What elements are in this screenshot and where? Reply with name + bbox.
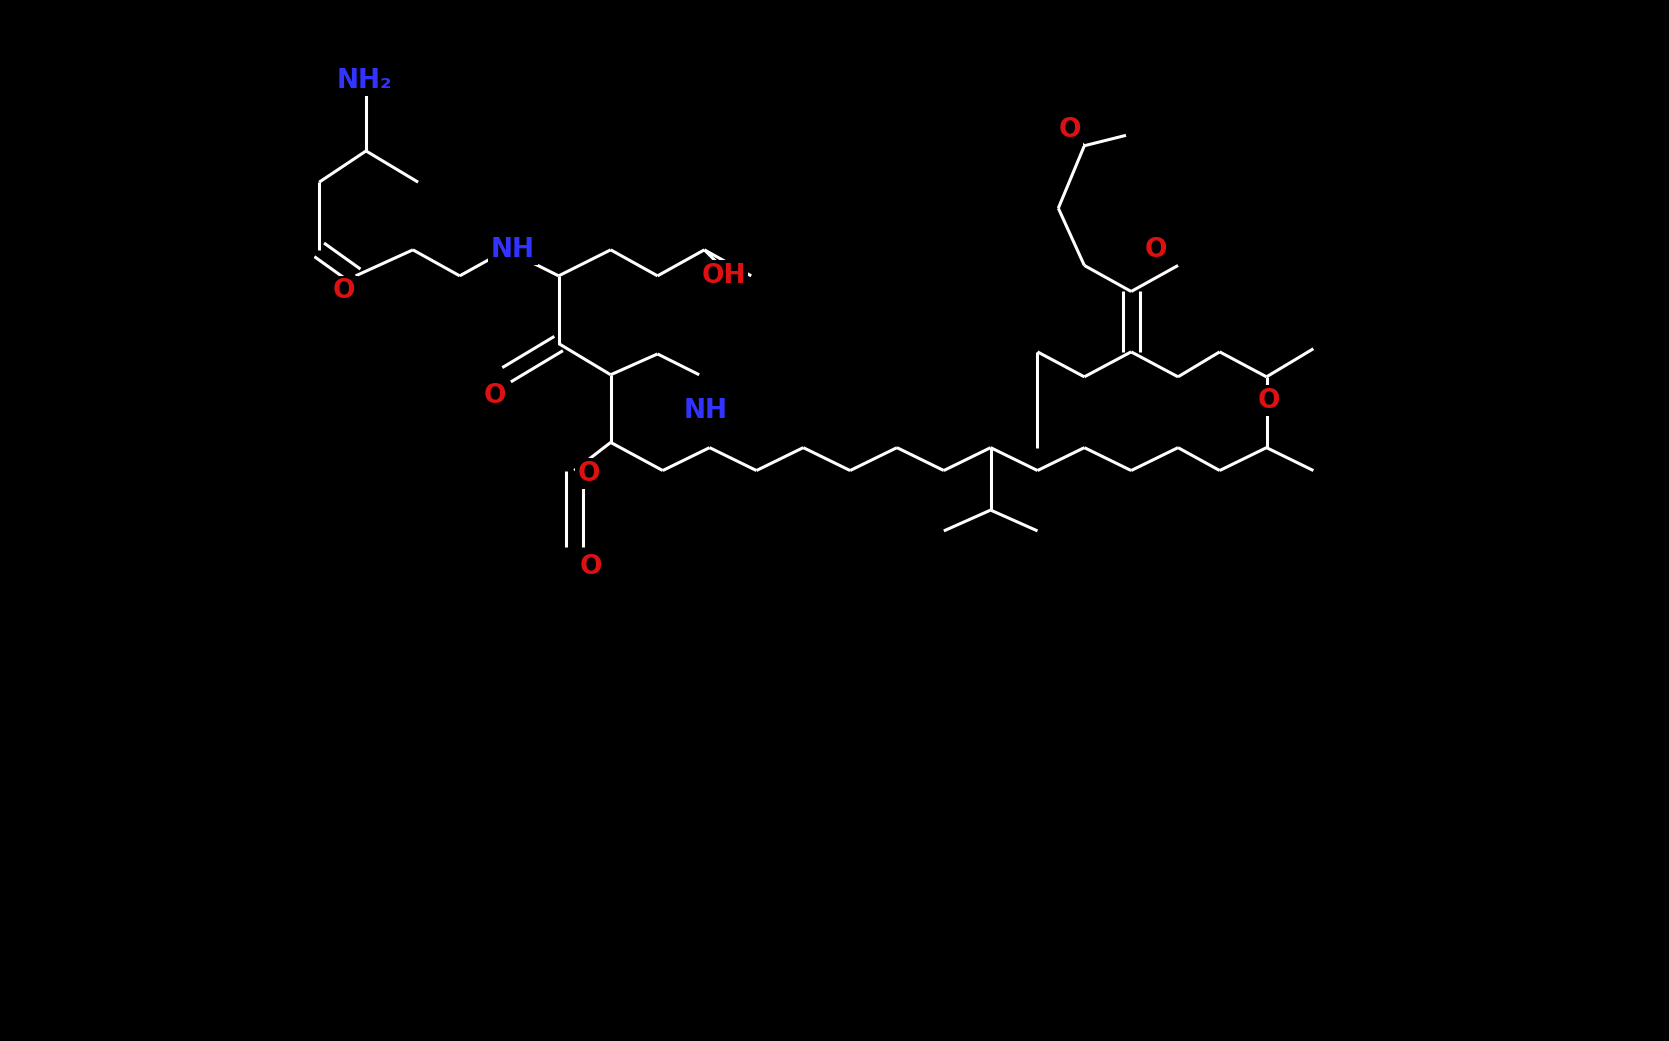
Text: O: O [1257,388,1280,413]
Text: NH: NH [684,399,728,424]
Text: O: O [484,383,506,408]
Text: NH: NH [491,237,536,262]
Text: O: O [1145,237,1167,262]
Text: O: O [577,461,599,486]
Text: NH₂: NH₂ [337,68,392,94]
Text: OH: OH [701,263,746,288]
Text: O: O [579,555,603,580]
Text: O: O [1058,118,1082,143]
Text: O: O [332,279,355,304]
